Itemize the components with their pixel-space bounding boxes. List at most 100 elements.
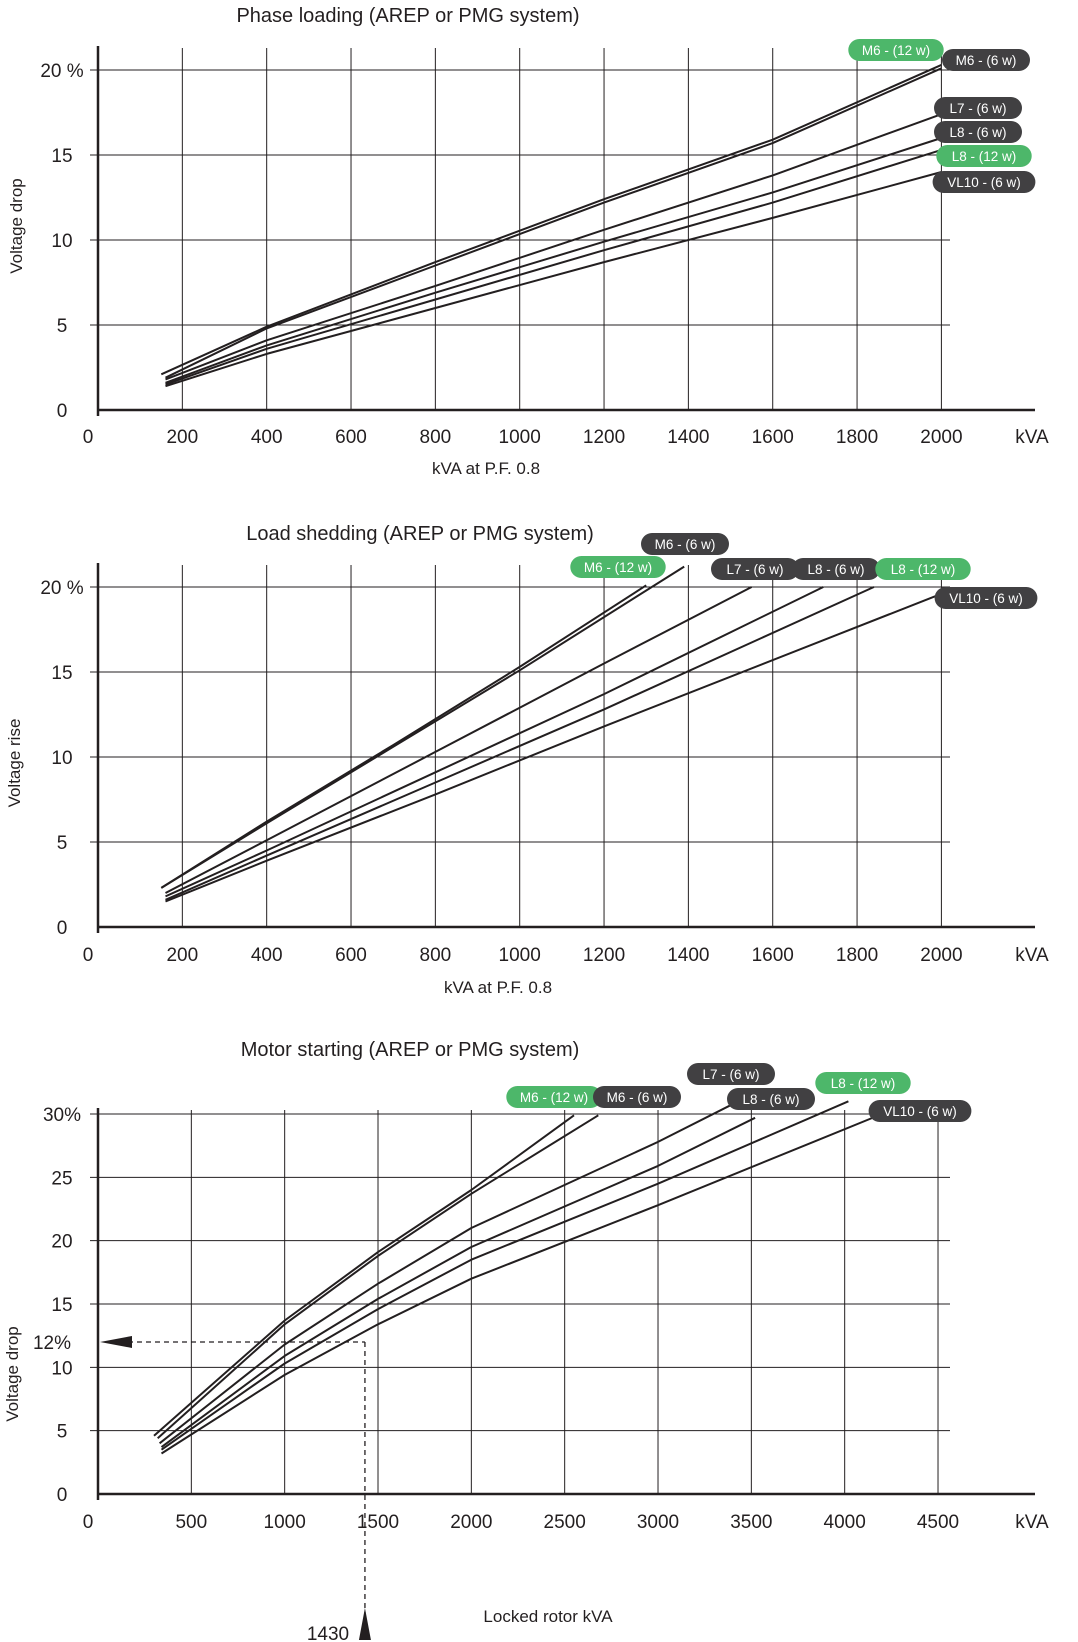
y-tick-label: 20 [51,1232,72,1253]
series-label-text: M6 - (6 w) [655,537,716,552]
chart-panel-1: Phase loading (AREP or PMG system) 0 5 10 15… [7,5,1049,478]
x-unit-label: kVA [1015,945,1049,966]
series-label-pill [932,171,1036,193]
x-tick-label: 200 [166,945,198,966]
chart-panel-2: Load shedding (AREP or PMG system) 0 5 10 15… [5,523,1049,997]
x-tick-label: 0 [83,1512,94,1533]
x-tick-label: 1800 [836,427,878,448]
x-tick-label: 4000 [824,1512,866,1533]
series-label-text: M6 - (6 w) [956,53,1017,68]
x-tick-label: 3000 [637,1512,679,1533]
series-label-text: L8 - (6 w) [949,125,1006,140]
y-tick-label: 20 % [40,578,83,599]
annotation-arrow-up [358,1608,371,1640]
series-label: L8 - (6 w) [792,558,880,580]
series-label-text: L8 - (6 w) [742,1092,799,1107]
x-tick-label: 1400 [667,945,709,966]
series-line-m6-12-w [160,63,942,376]
x-axis-label: kVA at P.F. 0.8 [444,978,552,997]
series-label: M6 - (6 w) [641,533,729,555]
chart-title: Load shedding (AREP or PMG system) [246,523,594,545]
series-line-m6-12-w [153,1114,575,1437]
series-label-text: VL10 - (6 w) [949,591,1023,606]
chart-title: Motor starting (AREP or PMG system) [241,1039,580,1061]
series-label: L8 - (12 w) [875,558,971,580]
series-label-pill [934,97,1022,119]
series-label-text: L8 - (12 w) [952,149,1017,164]
series-label-text: M6 - (12 w) [520,1090,588,1105]
series-line-l7-6-w [165,586,753,894]
y-tick-label: 15 [51,146,72,167]
series-label-text: L7 - (6 w) [726,562,783,577]
x-tick-label: 1800 [836,945,878,966]
y-tick-label: 0 [57,401,68,422]
series-label-text: L8 - (12 w) [891,562,956,577]
series-label-text: VL10 - (6 w) [883,1104,957,1119]
series-label: M6 - (12 w) [848,39,944,61]
series-label-pill [593,1086,681,1108]
series-label-pill [848,39,944,61]
annotation-y-label: 12% [33,1333,71,1354]
series-label-text: M6 - (12 w) [862,43,930,58]
series-label: L7 - (6 w) [687,1063,775,1085]
x-tick-label: 800 [420,427,452,448]
series-label: VL10 - (6 w) [934,587,1038,609]
x-tick-label: 600 [335,427,367,448]
x-tick-label: 1200 [583,427,625,448]
x-axis-label: kVA at P.F. 0.8 [432,459,540,478]
series-label: L8 - (12 w) [815,1072,911,1094]
y-tick-label: 10 [51,1358,72,1379]
y-tick-label: 15 [51,1295,72,1316]
x-tick-label: 1600 [752,427,794,448]
x-tick-label: 2000 [920,427,962,448]
y-tick-label: 10 [51,748,72,769]
series-line-m6-6-w [160,565,685,889]
annotation-arrow-left [100,1335,132,1348]
x-tick-label: 0 [83,945,94,966]
series-label-pill [792,558,880,580]
series-label: L8 - (6 w) [934,121,1022,143]
series-label: L7 - (6 w) [934,97,1022,119]
y-tick-label: 0 [57,1485,68,1506]
series-label-pill [936,145,1032,167]
x-tick-label: 2500 [544,1512,586,1533]
x-tick-label: 1000 [499,945,541,966]
series-label: M6 - (6 w) [942,49,1030,71]
series-label-pill [875,558,971,580]
y-tick-label: 20 % [40,61,83,82]
series-line-l8-12-w [165,148,942,386]
x-tick-label: 0 [83,427,94,448]
series-label-text: L8 - (12 w) [831,1076,896,1091]
x-tick-label: 200 [166,427,198,448]
series-line-vl10-6-w [160,1113,883,1455]
y-tick-label: 25 [51,1168,72,1189]
series-label-text: M6 - (6 w) [607,1090,668,1105]
y-axis-label: Voltage drop [7,178,26,273]
y-axis-label: Voltage rise [5,719,24,808]
y-tick-label: 5 [57,1422,68,1443]
x-tick-label: 2000 [920,945,962,966]
x-tick-label: 1500 [357,1512,399,1533]
series-line-l7-6-w [158,1100,739,1445]
x-tick-label: 1000 [499,427,541,448]
series-label: L8 - (6 w) [727,1088,815,1110]
series-label-text: VL10 - (6 w) [947,175,1021,190]
series-label: M6 - (12 w) [570,556,666,578]
series-label: VL10 - (6 w) [868,1100,972,1122]
series-label-pill [687,1063,775,1085]
series-label-pill [815,1072,911,1094]
series-label: L7 - (6 w) [711,558,799,580]
x-tick-label: 400 [251,427,283,448]
series-label: M6 - (12 w) [506,1086,602,1108]
series-line-vl10-6-w [165,171,942,388]
series-label-pill [934,587,1038,609]
series-line-m6-6-w [157,1114,599,1440]
annotation-x-label: 1430 [307,1624,349,1642]
series-line-l8-6-w [165,137,942,384]
y-tick-label: 15 [51,663,72,684]
series-label: M6 - (6 w) [593,1086,681,1108]
series-label-text: L7 - (6 w) [702,1067,759,1082]
y-tick-label: 5 [57,316,68,337]
x-tick-label: 1200 [583,945,625,966]
